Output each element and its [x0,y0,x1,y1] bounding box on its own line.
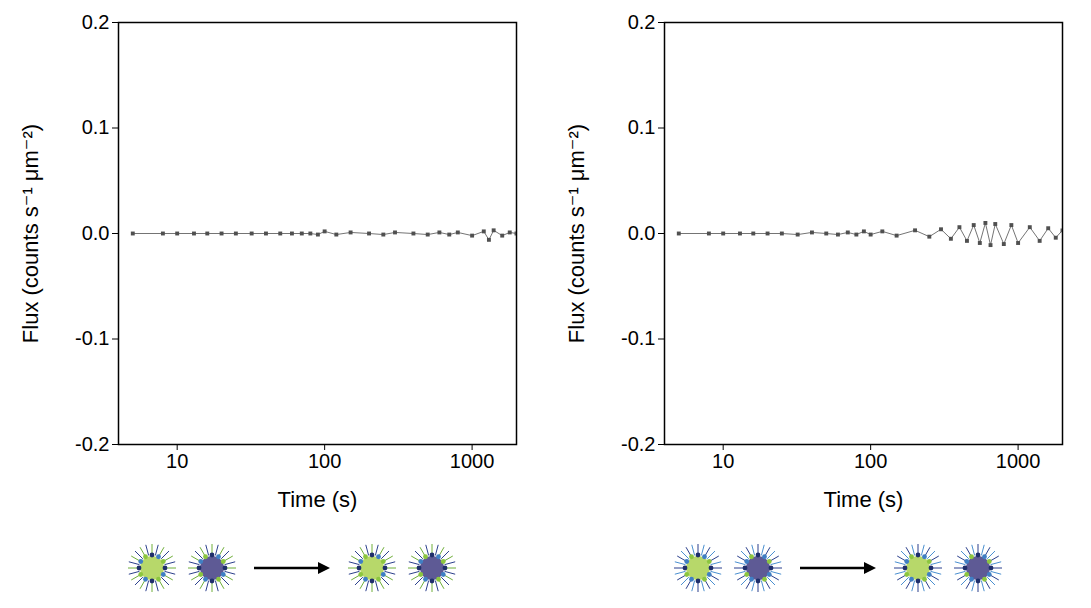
svg-text:Time (s): Time (s) [824,487,904,512]
svg-text:0.1: 0.1 [628,116,656,138]
svg-text:100: 100 [854,450,887,472]
svg-text:-0.1: -0.1 [75,327,109,349]
svg-text:1000: 1000 [996,450,1041,472]
svg-text:0.1: 0.1 [82,116,110,138]
svg-text:0.2: 0.2 [628,11,656,33]
svg-text:10: 10 [712,450,734,472]
svg-text:1000: 1000 [450,450,495,472]
svg-text:10: 10 [166,450,188,472]
svg-text:100: 100 [308,450,341,472]
svg-text:-0.1: -0.1 [621,327,655,349]
svg-text:-0.2: -0.2 [621,433,655,455]
svg-text:Flux (counts s⁻¹ μm⁻²): Flux (counts s⁻¹ μm⁻²) [18,124,43,343]
svg-text:Flux (counts s⁻¹ μm⁻²): Flux (counts s⁻¹ μm⁻²) [564,124,589,343]
svg-text:-0.2: -0.2 [75,433,109,455]
svg-text:0.0: 0.0 [628,222,656,244]
svg-text:0.0: 0.0 [82,222,110,244]
svg-text:0.2: 0.2 [82,11,110,33]
svg-text:Time (s): Time (s) [278,487,358,512]
